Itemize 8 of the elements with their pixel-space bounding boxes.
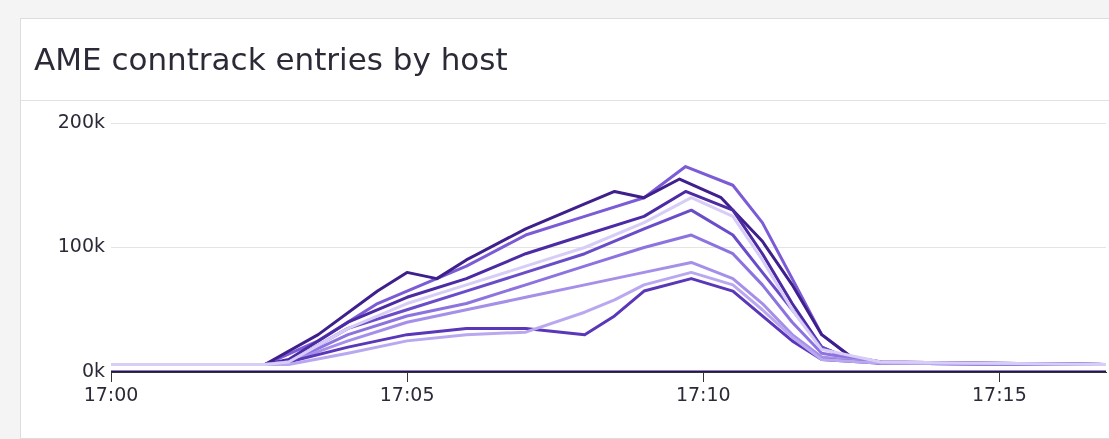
x-tick-label: 17:15: [972, 383, 1027, 406]
x-tick-label: 17:00: [83, 383, 139, 406]
y-tick-label: 200k: [57, 109, 105, 132]
y-tick-label: 0k: [81, 358, 105, 381]
x-tick-label: 17:05: [379, 383, 435, 406]
y-tick-label: 100k: [57, 234, 105, 257]
chart-title: AME conntrack entries by host: [34, 41, 508, 77]
x-tick-label: 17:10: [675, 383, 731, 406]
